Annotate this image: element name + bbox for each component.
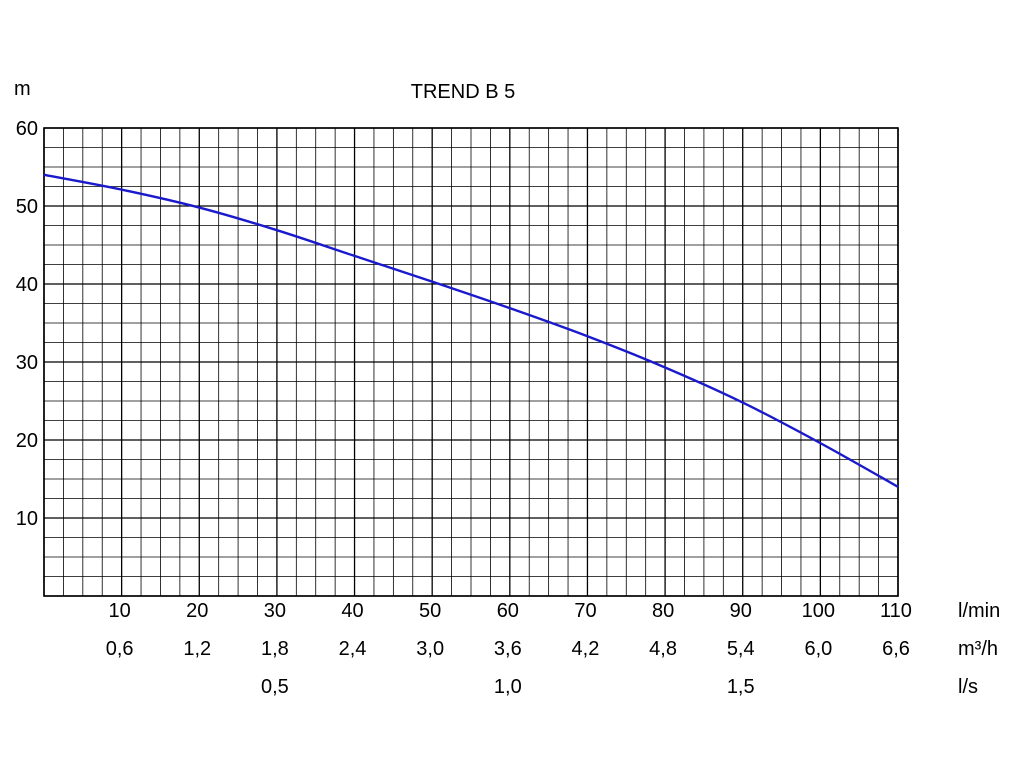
x-unit-label: l/min [958, 600, 1000, 622]
x-unit-labels: l/min m³/h l/s [958, 600, 1000, 698]
x-tick-label: 100 [802, 600, 835, 622]
x-tick-label: 1,8 [261, 638, 289, 660]
x-tick-label: 2,4 [339, 638, 367, 660]
x-unit-label: m³/h [958, 638, 998, 660]
x-tick-label: 0,6 [106, 638, 134, 660]
x-tick-label: 4,8 [649, 638, 677, 660]
y-tick-label: 60 [16, 118, 38, 140]
x-tick-label: 0,5 [261, 676, 289, 698]
y-tick-label: 20 [16, 430, 38, 452]
y-tick-label: 10 [16, 508, 38, 530]
x-tick-labels: 10 20 30 40 50 60 70 80 90 100 110 0,6 1,2 1,8 2,4 3,0 3… [106, 600, 912, 698]
x-unit-label: l/s [958, 676, 978, 698]
x-tick-label: 20 [186, 600, 208, 622]
x-tick-label: 6,6 [882, 638, 910, 660]
x-tick-label: 50 [419, 600, 441, 622]
x-tick-label: 1,0 [494, 676, 522, 698]
y-tick-labels: 10 20 30 40 50 60 [16, 118, 38, 530]
x-tick-label: 60 [497, 600, 519, 622]
y-axis-label: m [14, 78, 31, 100]
chart-title: TREND B 5 [411, 81, 515, 103]
x-tick-label: 90 [730, 600, 752, 622]
y-tick-label: 30 [16, 352, 38, 374]
x-tick-label: 1,5 [727, 676, 755, 698]
x-tick-label: 80 [652, 600, 674, 622]
x-tick-label: 1,2 [183, 638, 211, 660]
x-tick-label: 4,2 [572, 638, 600, 660]
x-tick-label: 40 [341, 600, 363, 622]
x-tick-label: 70 [574, 600, 596, 622]
y-tick-label: 40 [16, 274, 38, 296]
x-tick-label: 10 [109, 600, 131, 622]
x-tick-label: 3,0 [416, 638, 444, 660]
x-tick-label: 5,4 [727, 638, 755, 660]
x-tick-label: 30 [264, 600, 286, 622]
x-tick-label: 6,0 [804, 638, 832, 660]
x-tick-label: 110 [880, 600, 912, 622]
y-tick-label: 50 [16, 196, 38, 218]
series-line [43, 173, 899, 488]
plot-frame [43, 127, 899, 597]
x-tick-label: 3,6 [494, 638, 522, 660]
